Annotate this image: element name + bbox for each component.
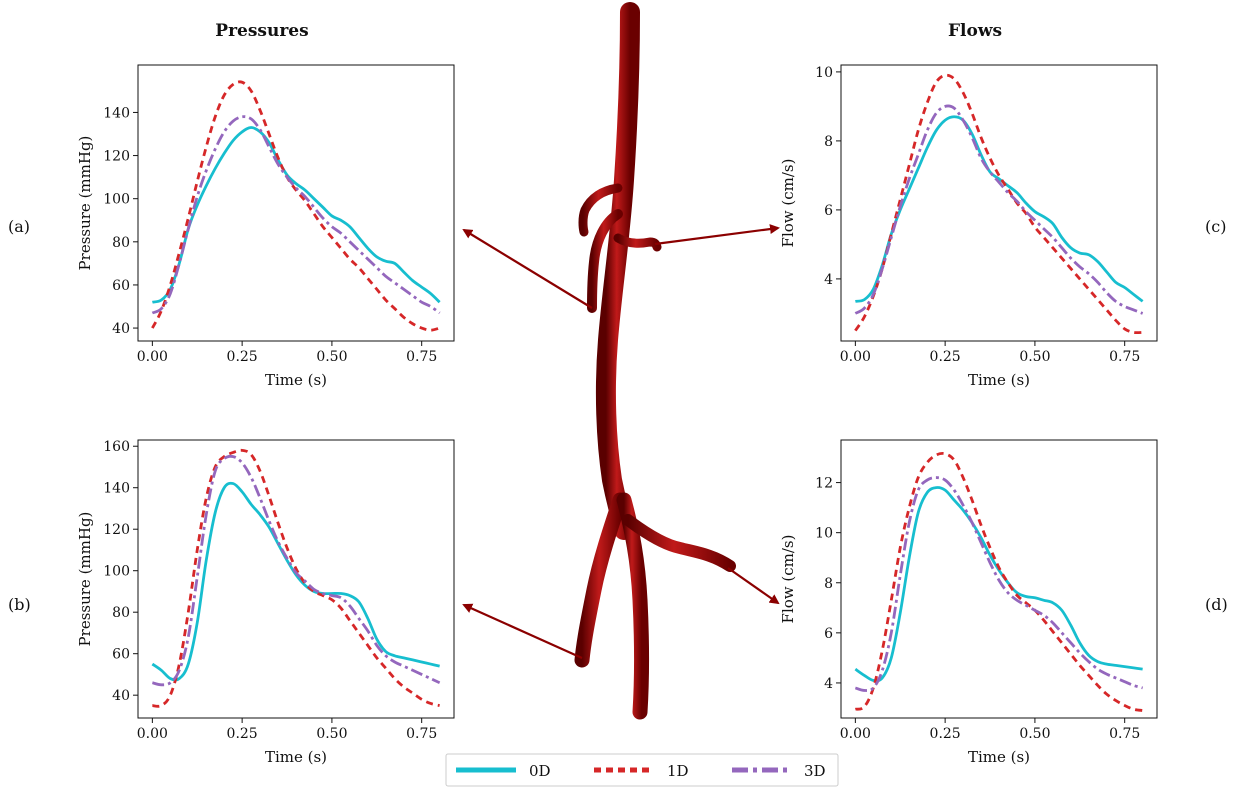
- x-tick-label-c-2: 0.50: [1019, 349, 1050, 365]
- y-tick-label-b-4: 120: [103, 522, 130, 538]
- y-axis-label-c: Flow (cm/s): [779, 159, 797, 248]
- x-tick-label-c-1: 0.25: [930, 349, 961, 365]
- x-tick-label-d-2: 0.50: [1019, 726, 1050, 742]
- plot-frame-c: [840, 64, 1158, 342]
- x-tick-label-b-2: 0.50: [316, 726, 347, 742]
- pressure-chart-a: 0.00 0.25 0.50 0.75 40 60 80 100 120 140 Time (s) P…: [76, 64, 455, 389]
- x-tick-label-a-0: 0.00: [137, 349, 168, 365]
- y-tick-label-a-2: 80: [112, 235, 130, 251]
- arrow-to-c: [654, 224, 780, 246]
- vessel-tree-illustration: [574, 2, 736, 720]
- flows-column-title: Flows: [948, 21, 1002, 41]
- series-line-1d-b: [152, 448, 440, 708]
- series-line-3d-a: [151, 115, 441, 315]
- series-line-3d-d: [854, 476, 1144, 692]
- y-tick-label-c-1: 6: [824, 203, 833, 219]
- pressures-column-title: Pressures: [215, 21, 308, 41]
- y-axis-label-d: Flow (cm/s): [779, 535, 797, 624]
- y-tick-label-d-1: 6: [824, 626, 833, 642]
- y-tick-label-d-2: 8: [824, 576, 833, 592]
- x-tick-label-a-2: 0.50: [316, 349, 347, 365]
- pressure-chart-b: 0.00 0.25 0.50 0.75 40 60 80 100 120 140 160 Time (…: [76, 439, 455, 766]
- iliac-external-branch: [622, 514, 736, 572]
- x-axis-label-b: Time (s): [265, 748, 327, 766]
- y-axis-label-a: Pressure (mmHg): [76, 136, 94, 271]
- arrow-to-a: [462, 228, 593, 309]
- x-tick-label-b-1: 0.25: [227, 726, 258, 742]
- legend-label-3d: 3D: [804, 762, 826, 780]
- x-axis-label-c: Time (s): [968, 371, 1030, 389]
- series-line-0d-a: [152, 126, 441, 304]
- y-tick-label-b-6: 160: [103, 439, 130, 455]
- x-axis-label-a: Time (s): [265, 371, 327, 389]
- iliac-left: [574, 492, 628, 668]
- plot-frame-d: [840, 439, 1158, 719]
- legend-label-0d: 0D: [529, 762, 551, 780]
- panel-tag-d: (d): [1205, 595, 1228, 614]
- plot-frame-a: [137, 64, 455, 342]
- renal-branch-left: [578, 183, 623, 237]
- flow-chart-c: 0.00 0.25 0.50 0.75 4 6 8 10 Time (s) Flow (cm/s): [779, 64, 1158, 389]
- series-line-1d-a: [151, 80, 441, 332]
- y-axis-label-b: Pressure (mmHg): [76, 512, 94, 647]
- x-tick-label-b-0: 0.00: [137, 726, 168, 742]
- y-tick-label-c-3: 10: [815, 65, 833, 81]
- x-tick-label-c-0: 0.00: [840, 349, 871, 365]
- y-tick-label-b-1: 60: [112, 647, 130, 663]
- legend-label-1d: 1D: [667, 762, 689, 780]
- y-tick-label-d-4: 12: [815, 476, 833, 492]
- y-tick-label-a-3: 100: [103, 192, 130, 208]
- x-tick-label-d-1: 0.25: [930, 726, 961, 742]
- series-line-3d-b: [151, 454, 441, 687]
- x-tick-label-b-3: 0.75: [406, 726, 437, 742]
- y-tick-label-a-4: 120: [103, 149, 130, 165]
- legend: 0D 1D 3D: [445, 753, 839, 787]
- x-tick-label-d-3: 0.75: [1109, 726, 1140, 742]
- y-tick-label-b-2: 80: [112, 605, 130, 621]
- y-tick-label-c-2: 8: [824, 134, 833, 150]
- series-line-0d-c: [855, 115, 1144, 303]
- y-tick-label-c-0: 4: [824, 272, 833, 288]
- series-line-1d-c: [854, 73, 1143, 335]
- arrow-to-b: [462, 603, 583, 660]
- arrow-to-d: [727, 567, 780, 605]
- plot-frame-b: [137, 439, 455, 719]
- x-tick-label-a-3: 0.75: [406, 349, 437, 365]
- aorta-trunk: [595, 2, 640, 540]
- upper-left-branch: [587, 209, 623, 313]
- y-tick-label-a-5: 140: [103, 105, 130, 121]
- panel-tag-b: (b): [8, 595, 31, 614]
- x-tick-label-a-1: 0.25: [227, 349, 258, 365]
- series-line-1d-d: [854, 452, 1143, 712]
- panel-tag-c: (c): [1205, 217, 1226, 236]
- x-axis-label-d: Time (s): [968, 748, 1030, 766]
- y-tick-label-b-3: 100: [103, 564, 130, 580]
- y-tick-label-d-0: 4: [824, 676, 833, 692]
- x-tick-label-d-0: 0.00: [840, 726, 871, 742]
- flow-chart-d: 0.00 0.25 0.50 0.75 4 6 8 10 12 Time (s) Flow (cm/…: [779, 439, 1158, 766]
- series-line-3d-c: [854, 104, 1144, 315]
- y-tick-label-b-5: 140: [103, 481, 130, 497]
- y-tick-label-b-0: 40: [112, 688, 130, 704]
- y-tick-label-a-1: 60: [112, 278, 130, 294]
- y-tick-label-d-3: 10: [815, 526, 833, 542]
- x-tick-label-c-3: 0.75: [1109, 349, 1140, 365]
- panel-tag-a: (a): [8, 217, 30, 236]
- y-tick-label-a-0: 40: [112, 321, 130, 337]
